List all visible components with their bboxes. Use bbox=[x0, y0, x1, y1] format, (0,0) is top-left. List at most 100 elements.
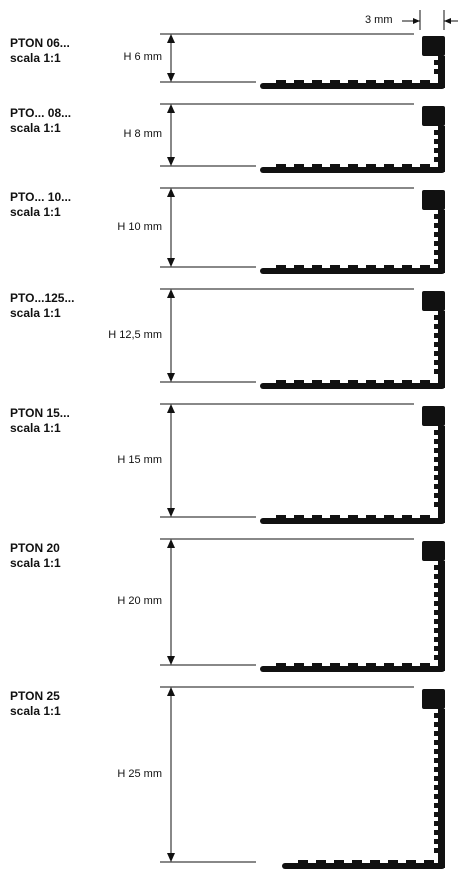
base-serration bbox=[276, 663, 286, 666]
profile-serration bbox=[434, 130, 438, 135]
profile-serration bbox=[434, 565, 438, 570]
profile-cap bbox=[422, 291, 445, 311]
arrow-down-head bbox=[167, 508, 175, 517]
base-serration bbox=[330, 663, 340, 666]
profile-scale-text: scala 1:1 bbox=[10, 121, 61, 135]
arrow-right-head bbox=[413, 18, 420, 24]
profile-scale-text: scala 1:1 bbox=[10, 306, 61, 320]
arrow-down-head bbox=[167, 853, 175, 862]
base-serration bbox=[276, 380, 286, 383]
profile-serration bbox=[434, 475, 438, 480]
profile-serration bbox=[434, 583, 438, 588]
profile-serration bbox=[434, 457, 438, 462]
profile-serration bbox=[434, 821, 438, 826]
profile-cap bbox=[422, 406, 445, 426]
profile-serration bbox=[434, 148, 438, 153]
height-label: H 15 mm bbox=[117, 453, 162, 466]
profile-serration bbox=[434, 214, 438, 219]
profile-code: PTO... 10... scala 1:1 bbox=[10, 190, 71, 220]
profile-serration bbox=[434, 731, 438, 736]
base-serration bbox=[388, 860, 398, 863]
base-serration bbox=[312, 515, 322, 518]
base-serration bbox=[366, 515, 376, 518]
base-serration bbox=[294, 164, 304, 167]
arrow-left-head bbox=[444, 18, 451, 24]
base-serration bbox=[294, 380, 304, 383]
profile-scale-text: scala 1:1 bbox=[10, 421, 61, 435]
profile-serration bbox=[434, 722, 438, 727]
base-serration bbox=[420, 380, 430, 383]
wall-thickness-dimension bbox=[402, 10, 458, 30]
profile-code: PTON 25 scala 1:1 bbox=[10, 689, 61, 719]
profile-serration bbox=[434, 333, 438, 338]
base-serration bbox=[312, 380, 322, 383]
profile-wall bbox=[438, 709, 445, 868]
arrow-up-head bbox=[167, 404, 175, 413]
base-serration bbox=[384, 80, 394, 83]
profile-serration bbox=[434, 157, 438, 162]
profile-serration bbox=[434, 60, 438, 65]
base-serration bbox=[298, 860, 308, 863]
profile-serration bbox=[434, 610, 438, 615]
profile-serration bbox=[434, 493, 438, 498]
profile-serration bbox=[434, 484, 438, 489]
base-serration bbox=[366, 380, 376, 383]
profile-serration bbox=[434, 315, 438, 320]
base-serration bbox=[424, 860, 434, 863]
profile-code-text: PTON 20 bbox=[10, 541, 60, 555]
profile-scale-text: scala 1:1 bbox=[10, 205, 61, 219]
profile-serration bbox=[434, 342, 438, 347]
base-serration bbox=[420, 80, 430, 83]
base-serration bbox=[384, 515, 394, 518]
profile-cap bbox=[422, 106, 445, 126]
profile-serration bbox=[434, 360, 438, 365]
profile-serration bbox=[434, 619, 438, 624]
arrow-down-head bbox=[167, 73, 175, 82]
arrow-down-head bbox=[167, 656, 175, 665]
profile-serration bbox=[434, 601, 438, 606]
profile-serration bbox=[434, 448, 438, 453]
profile-serration bbox=[434, 646, 438, 651]
base-serration bbox=[312, 663, 322, 666]
profile-base bbox=[260, 518, 445, 524]
base-serration bbox=[370, 860, 380, 863]
profile-wall bbox=[438, 426, 445, 523]
base-serration bbox=[366, 265, 376, 268]
profile-serration bbox=[434, 830, 438, 835]
base-serration bbox=[276, 80, 286, 83]
base-serration bbox=[330, 380, 340, 383]
base-serration bbox=[402, 265, 412, 268]
profile-base bbox=[260, 268, 445, 274]
profile-serration bbox=[434, 502, 438, 507]
base-serration bbox=[330, 164, 340, 167]
profile-shape bbox=[260, 291, 445, 389]
arrow-down-head bbox=[167, 258, 175, 267]
arrow-down-head bbox=[167, 373, 175, 382]
base-serration bbox=[352, 860, 362, 863]
base-serration bbox=[276, 265, 286, 268]
profile-code: PTO... 08... scala 1:1 bbox=[10, 106, 71, 136]
profile-cap bbox=[422, 190, 445, 210]
base-serration bbox=[316, 860, 326, 863]
profile-serration bbox=[434, 574, 438, 579]
profile-serration bbox=[434, 466, 438, 471]
profile-serration bbox=[434, 839, 438, 844]
base-serration bbox=[384, 265, 394, 268]
profile-serration bbox=[434, 232, 438, 237]
profile-code-text: PTO... 10... bbox=[10, 190, 72, 204]
height-label: H 12,5 mm bbox=[108, 328, 162, 341]
base-serration bbox=[406, 860, 416, 863]
profile-serration bbox=[434, 351, 438, 356]
base-serration bbox=[402, 663, 412, 666]
base-serration bbox=[402, 80, 412, 83]
base-serration bbox=[366, 80, 376, 83]
arrow-up-head bbox=[167, 289, 175, 298]
profile-serration bbox=[434, 776, 438, 781]
profile-serration bbox=[434, 259, 438, 264]
base-serration bbox=[334, 860, 344, 863]
profile-serration bbox=[434, 139, 438, 144]
base-serration bbox=[294, 515, 304, 518]
profile-code-text: PTON 25 bbox=[10, 689, 60, 703]
profile-serration bbox=[434, 324, 438, 329]
base-serration bbox=[402, 164, 412, 167]
